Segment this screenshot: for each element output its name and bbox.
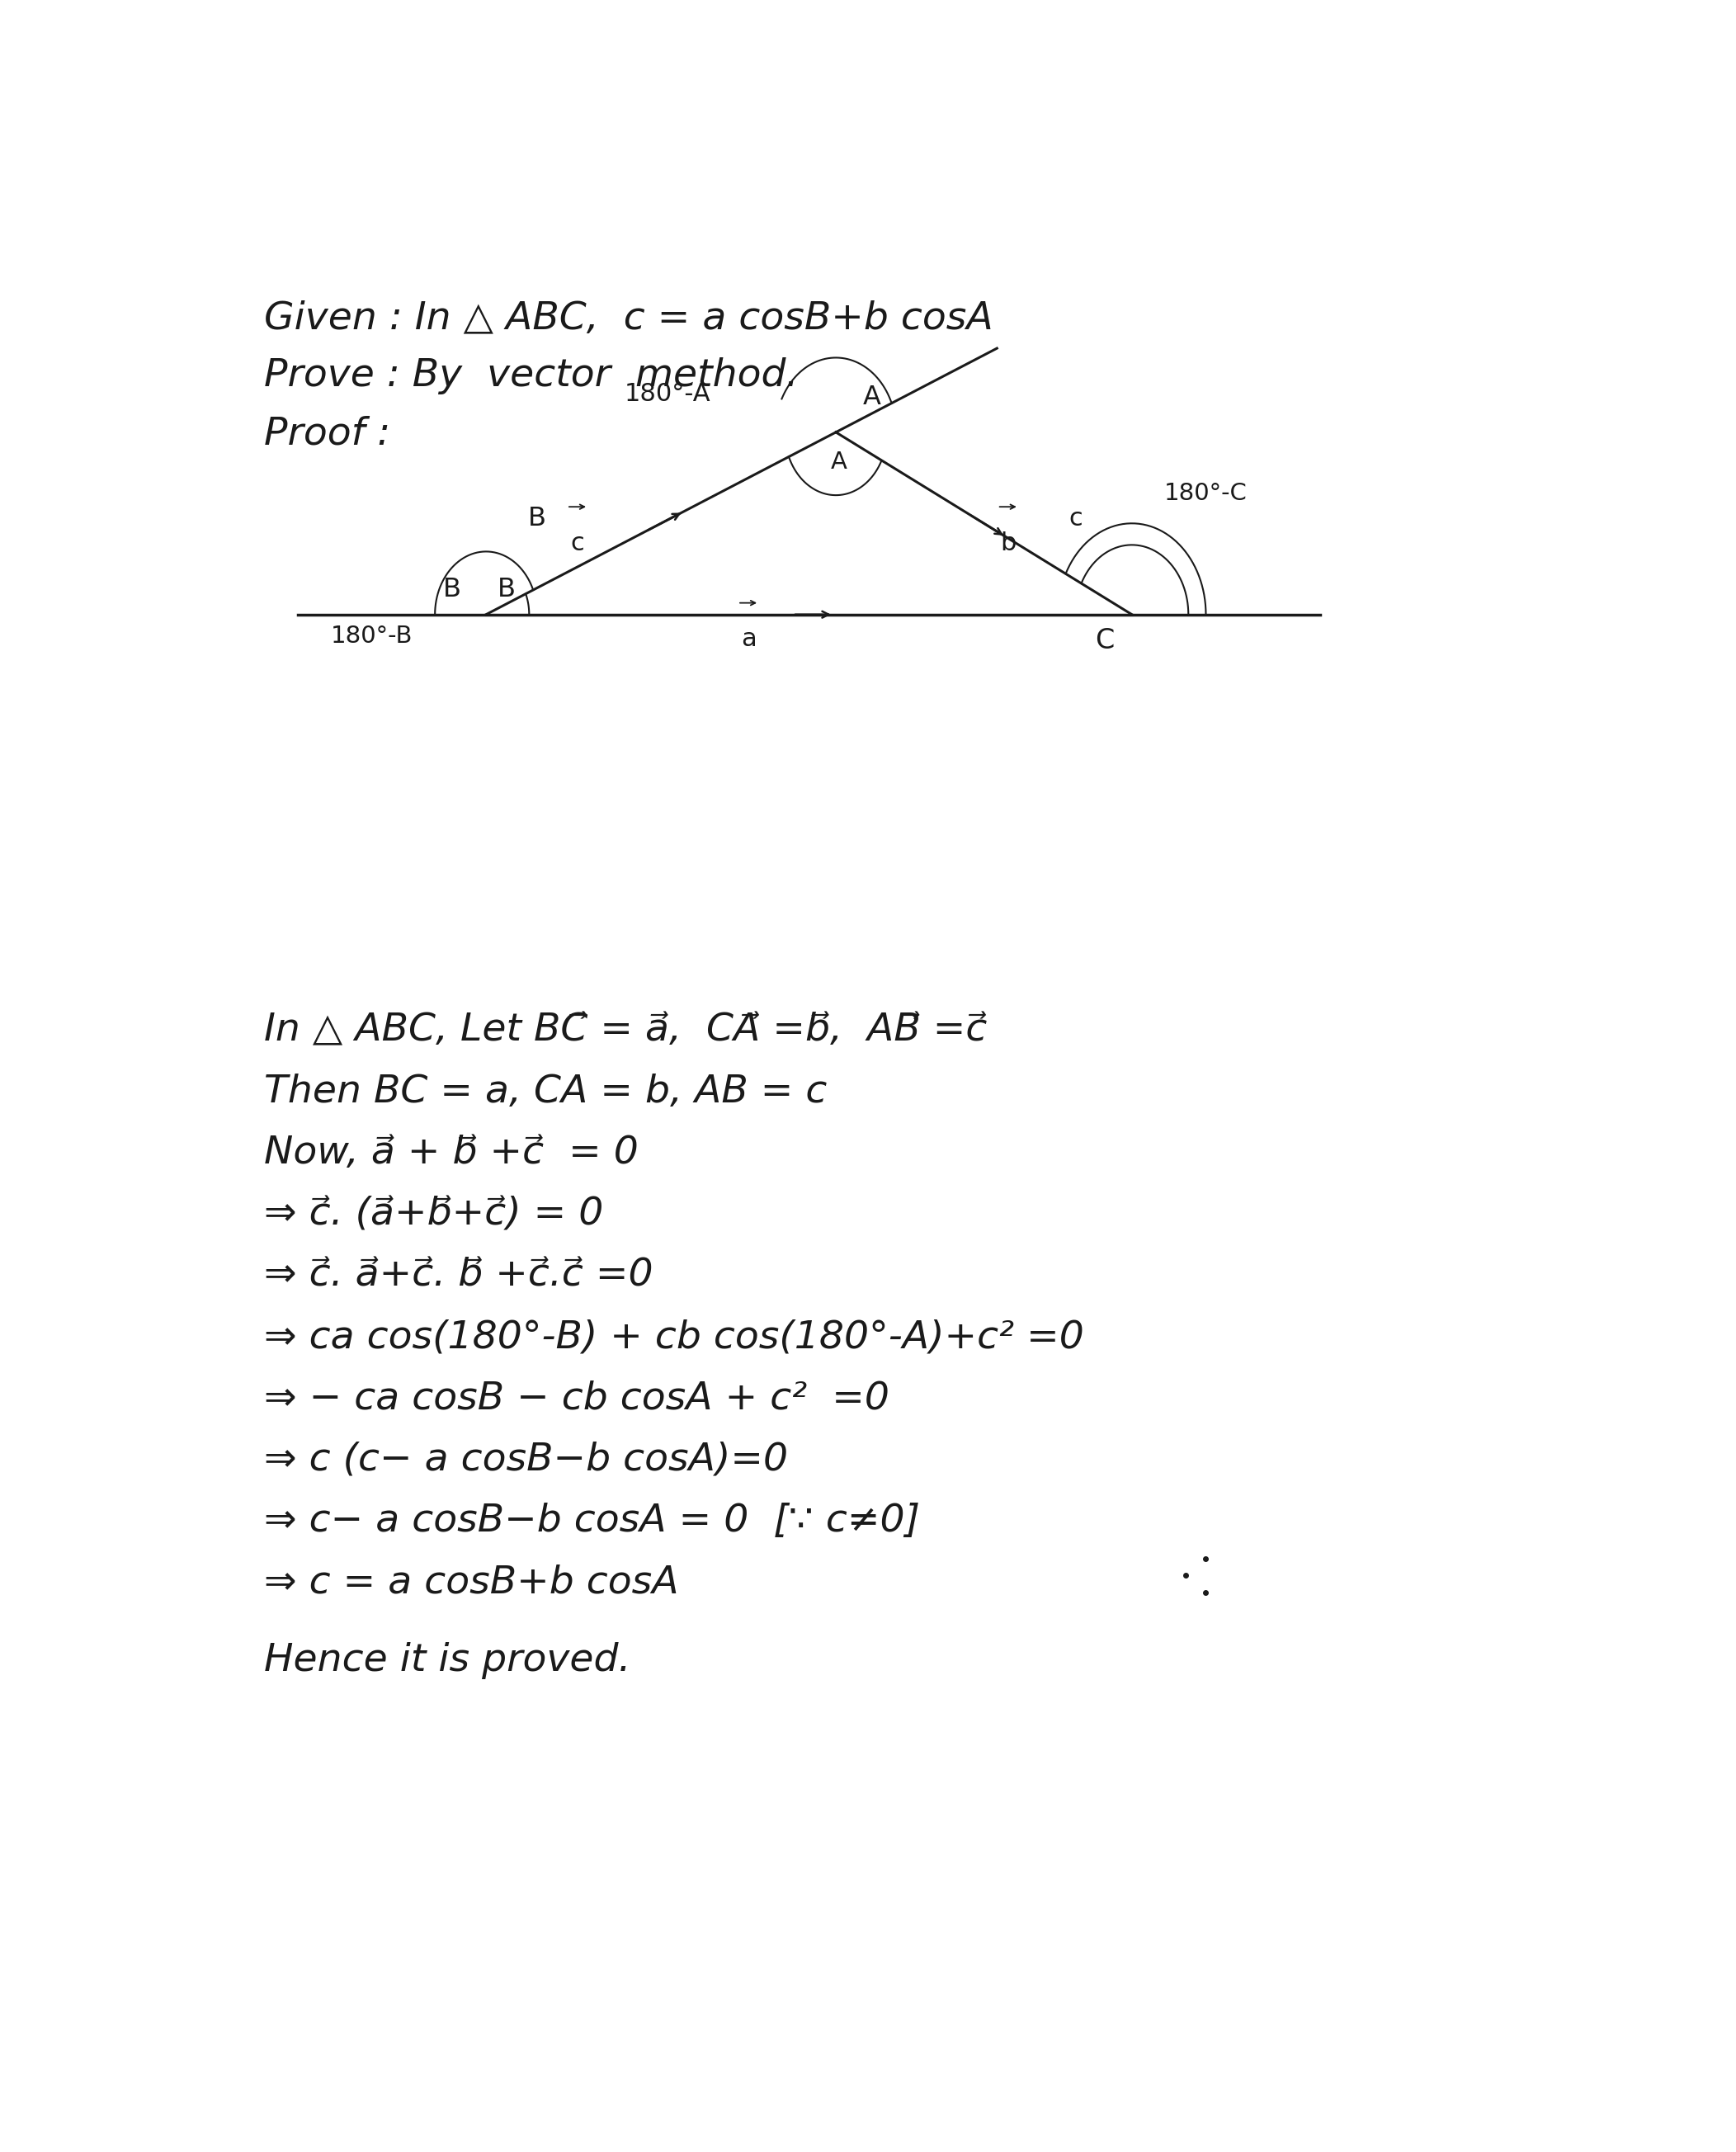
Text: ⇒ c− a cosB−b cosA = 0  [∵ c≠0]: ⇒ c− a cosB−b cosA = 0 [∵ c≠0]: [264, 1502, 920, 1541]
Text: Proof :: Proof :: [264, 415, 391, 452]
Text: Hence it is proved.: Hence it is proved.: [264, 1642, 630, 1679]
Text: b: b: [1000, 532, 1016, 555]
Text: Now, a⃗ + b⃗ +c⃗  = 0: Now, a⃗ + b⃗ +c⃗ = 0: [264, 1134, 639, 1173]
Text: ⇒ ca cos(180°-B) + cb cos(180°-A)+c² =0: ⇒ ca cos(180°-B) + cb cos(180°-A)+c² =0: [264, 1319, 1083, 1356]
Text: c: c: [571, 532, 585, 555]
Text: Then BC = a, CA = b, AB = c: Then BC = a, CA = b, AB = c: [264, 1074, 826, 1110]
Text: 180°-B: 180°-B: [330, 624, 413, 648]
Text: 180°-C: 180°-C: [1165, 482, 1248, 506]
Text: Prove : By  vector  method.: Prove : By vector method.: [264, 357, 799, 394]
Text: ⇒ c (c− a cosB−b cosA)=0: ⇒ c (c− a cosB−b cosA)=0: [264, 1442, 788, 1478]
Text: B: B: [443, 577, 462, 603]
Text: B: B: [496, 577, 516, 603]
Text: ⇒ c⃗. a⃗+c⃗. b⃗ +c⃗.c⃗ =0: ⇒ c⃗. a⃗+c⃗. b⃗ +c⃗.c⃗ =0: [264, 1257, 653, 1296]
Text: ⇒ c⃗. (a⃗+b⃗+c⃗) = 0: ⇒ c⃗. (a⃗+b⃗+c⃗) = 0: [264, 1197, 604, 1233]
Text: ⇒ − ca cosB − cb cosA + c²  =0: ⇒ − ca cosB − cb cosA + c² =0: [264, 1379, 889, 1418]
Text: In △ ABC, Let BC⃗ = a⃗,  CA⃗ =b⃗,  AB⃗ =c⃗: In △ ABC, Let BC⃗ = a⃗, CA⃗ =b⃗, AB⃗ =c⃗: [264, 1011, 988, 1050]
Text: A: A: [863, 385, 882, 411]
Text: Given : In △ ABC,  c = a cosB+b cosA: Given : In △ ABC, c = a cosB+b cosA: [264, 299, 993, 338]
Text: B: B: [528, 506, 547, 532]
Text: 180°-A: 180°-A: [625, 383, 710, 407]
Text: c: c: [1068, 506, 1082, 529]
Text: A: A: [830, 450, 847, 473]
Text: ⇒ c = a cosB+b cosA: ⇒ c = a cosB+b cosA: [264, 1565, 679, 1601]
Text: a: a: [741, 628, 757, 652]
Text: C: C: [1095, 628, 1115, 654]
